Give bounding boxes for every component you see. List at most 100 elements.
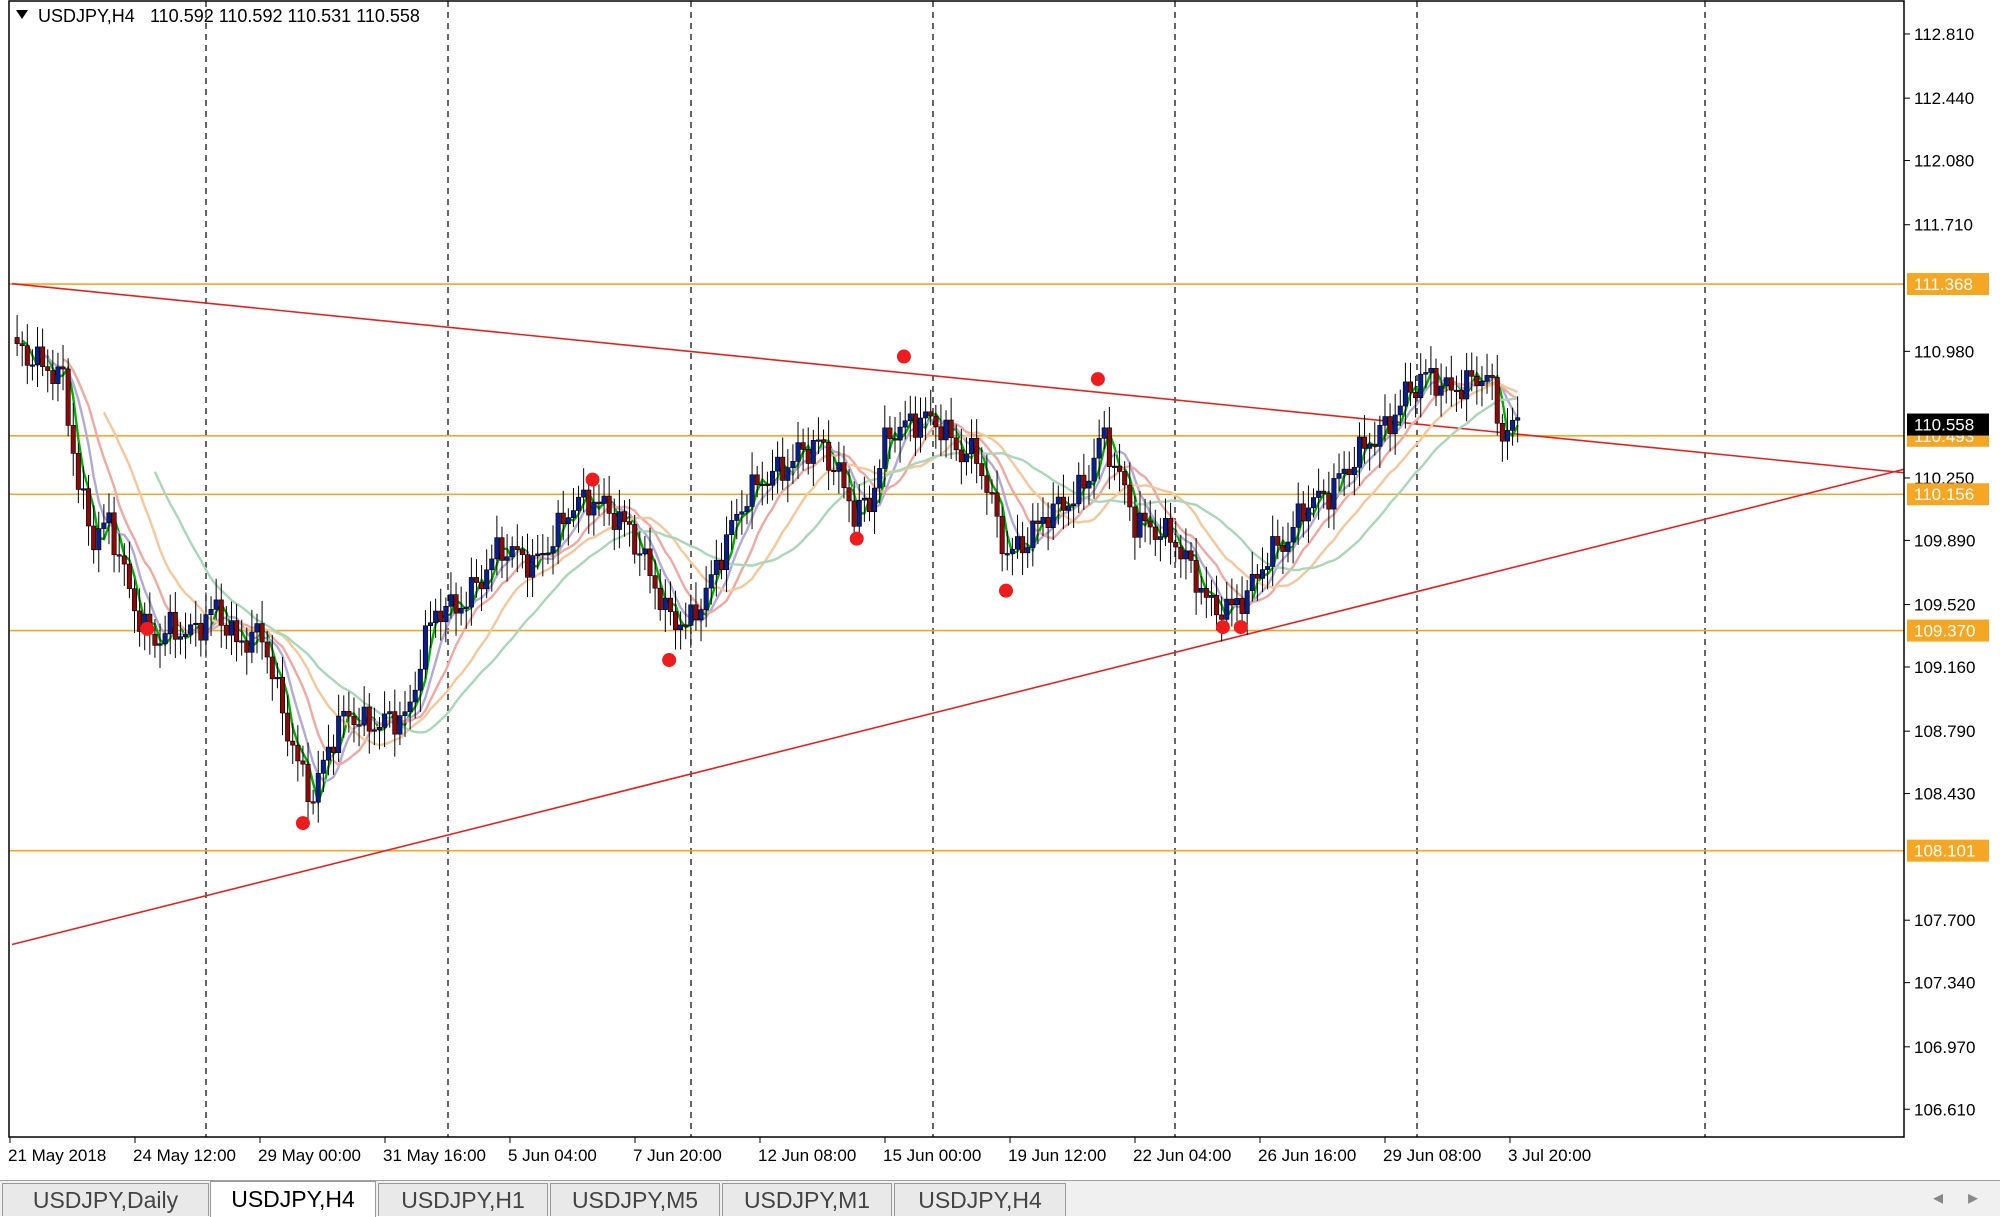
candle-body (1066, 505, 1072, 511)
scroll-left-icon[interactable]: ◂ (1933, 1185, 1944, 1209)
candle-body (846, 487, 852, 502)
level-price-badge[interactable] (1907, 483, 1989, 506)
candle-body (989, 492, 995, 495)
candle-body (683, 624, 689, 627)
candle-body (713, 559, 719, 575)
tab-usdjpy-h1[interactable]: USDJPY,H1 (378, 1183, 548, 1216)
chart-header: USDJPY,H4 110.592 110.592 110.531 110.55… (16, 6, 420, 26)
candle-body (336, 715, 342, 753)
y-tick-label: 109.520 (1914, 596, 1975, 615)
candle-body (769, 470, 775, 486)
candle-body (412, 689, 418, 703)
candle-body (489, 558, 495, 571)
candle-body (1499, 422, 1505, 442)
candle-body (198, 622, 204, 641)
candle-body (734, 513, 740, 521)
candle-body (688, 604, 694, 626)
candle-body (14, 337, 20, 344)
pivot-marker (1215, 620, 1230, 635)
candle-body (60, 366, 66, 370)
candle-body (96, 528, 102, 551)
candle-body (1356, 436, 1362, 468)
candle-body (504, 556, 510, 561)
candle-body (642, 548, 648, 555)
candle-body (213, 599, 219, 610)
candle-body (407, 701, 413, 713)
candle-body (994, 492, 1000, 517)
pivot-marker (1090, 372, 1105, 387)
candle-body (1106, 427, 1112, 467)
candle-body (463, 606, 469, 609)
candle-body (673, 611, 679, 631)
candle-body (1464, 370, 1470, 400)
candle-body (1510, 419, 1516, 431)
candle-body (473, 577, 479, 583)
candle-body (422, 625, 428, 670)
candle-body (1407, 381, 1413, 393)
candle-body (443, 605, 449, 623)
candle-body (183, 634, 189, 637)
time-axis[interactable]: 21 May 2018 24 May 12:00 29 May 00:00 31 Ma… (8, 1137, 1591, 1165)
tab-usdjpy-h4[interactable]: USDJPY,H4 (210, 1181, 376, 1217)
x-tick-label: 26 Jun 16:00 (1258, 1146, 1356, 1165)
candle-body (1055, 496, 1061, 505)
candle-body (45, 366, 51, 371)
candle-body (203, 614, 209, 641)
pivot-marker (999, 583, 1014, 598)
y-tick-label: 107.700 (1914, 911, 1975, 930)
level-price-badge[interactable] (1907, 619, 1989, 642)
trendlines[interactable] (11, 282, 1905, 946)
candle-body (1208, 595, 1214, 598)
candle-body (764, 483, 770, 486)
candle-body (1076, 474, 1082, 505)
candle-body (1372, 443, 1378, 447)
candle-body (708, 574, 714, 589)
candle-body (254, 623, 260, 633)
tab-usdjpy-m5[interactable]: USDJPY,M5 (550, 1183, 720, 1216)
candle-body (1178, 546, 1184, 560)
trendline[interactable] (11, 468, 1905, 946)
candle-body (1402, 381, 1408, 407)
candle-body (1443, 377, 1449, 387)
dropdown-triangle-icon[interactable] (16, 10, 28, 19)
horizontal-levels[interactable] (9, 283, 1904, 852)
candle-body (346, 710, 352, 717)
candle-body (269, 656, 275, 680)
level-price-badge[interactable] (1907, 273, 1989, 296)
x-tick-label: 21 May 2018 (8, 1146, 106, 1165)
candle-body (805, 449, 811, 464)
chart-canvas[interactable]: 112.810 112.440 112.080 111.710 110.980 110.2… (0, 0, 2000, 1180)
candle-body (525, 554, 531, 578)
level-price-label: 110.156 (1914, 485, 1974, 504)
candle-body (382, 713, 388, 728)
candle-body (428, 622, 434, 627)
candle-body (1484, 375, 1490, 382)
candle-body (458, 607, 464, 614)
candle-body (1009, 548, 1015, 554)
candle-body (121, 555, 127, 565)
trendline[interactable] (11, 282, 1905, 474)
candle-body (621, 511, 627, 522)
x-tick-label: 31 May 16:00 (383, 1146, 486, 1165)
candle-body (1336, 473, 1342, 479)
candle-body (1321, 490, 1327, 494)
candle-body (1025, 547, 1031, 554)
candle-body (274, 676, 280, 680)
candle-body (70, 425, 76, 454)
tab-usdjpy-m1[interactable]: USDJPY,M1 (722, 1183, 892, 1216)
candle-body (1035, 520, 1041, 524)
candle-body (259, 623, 265, 643)
candle-body (667, 597, 673, 612)
candle-body (1351, 466, 1357, 476)
tab-usdjpy-h4[interactable]: USDJPY,H4 (894, 1183, 1066, 1216)
candle-body (162, 633, 168, 644)
candle-body (902, 420, 908, 428)
candle-body (749, 474, 755, 507)
price-chart[interactable]: 112.810 112.440 112.080 111.710 110.980 110.2… (0, 0, 2000, 1180)
candle-body (101, 522, 107, 529)
candle-body (877, 468, 883, 489)
level-price-badge[interactable] (1907, 839, 1989, 862)
scroll-right-icon[interactable]: ▸ (1968, 1185, 1979, 1209)
price-axis[interactable]: 112.810 112.440 112.080 111.710 110.980 110.2… (1904, 25, 1989, 1119)
tab-usdjpy-daily[interactable]: USDJPY,Daily (2, 1183, 209, 1216)
